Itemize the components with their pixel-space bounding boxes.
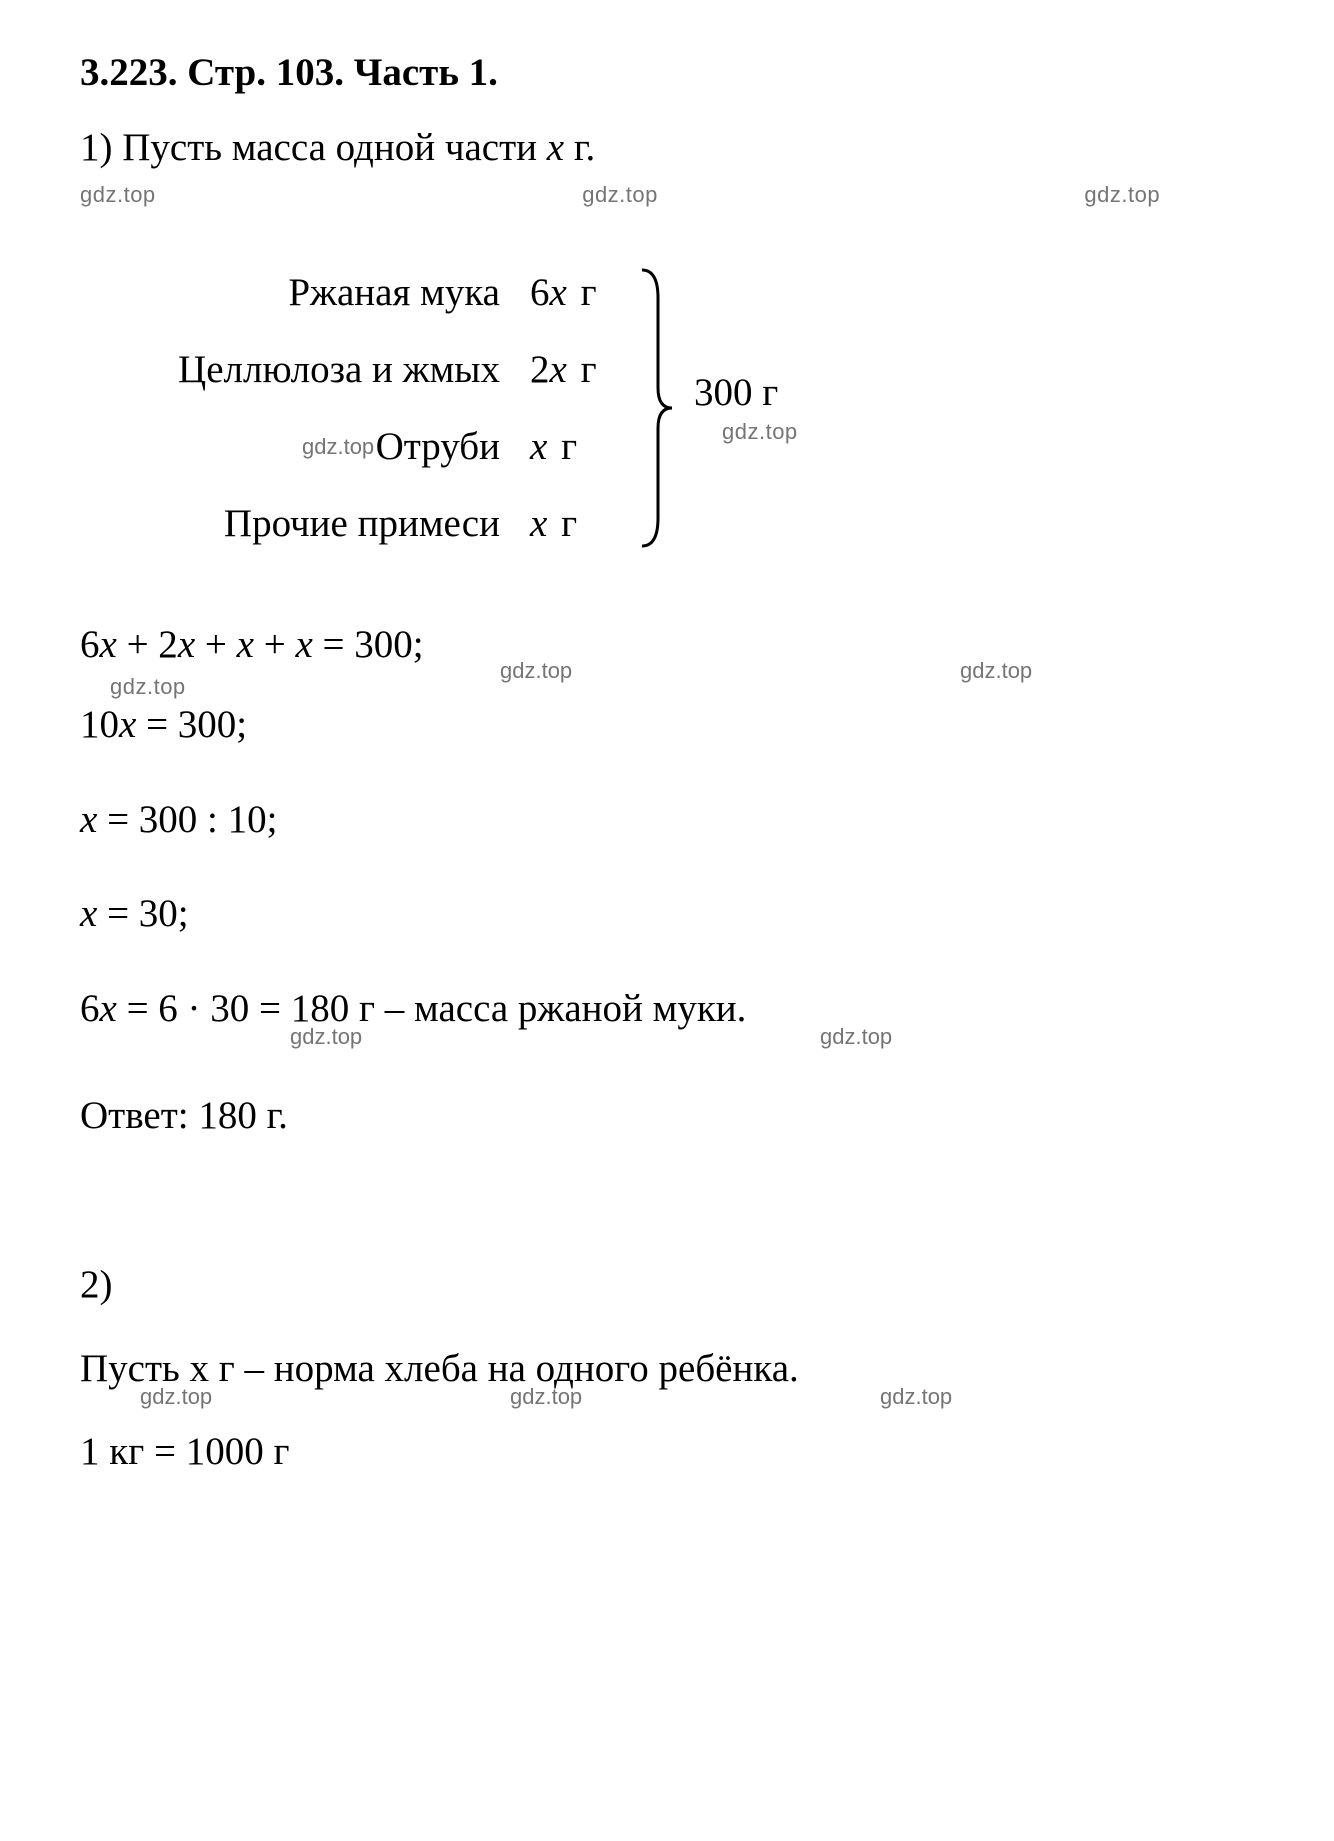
eq-text: = 300 : 10; [97, 798, 277, 841]
watermark: gdz.top [500, 656, 572, 687]
watermark: gdz.top [880, 1382, 952, 1413]
var: x [550, 348, 567, 391]
equation-line-5: 6x = 6 · 30 = 180 г – масса ржаной муки.… [80, 982, 1254, 1037]
row-value: x г [530, 501, 630, 546]
eq-text: 6 [80, 987, 100, 1030]
table-row: Отрубиgdz.top x г [140, 424, 630, 469]
total-value: 300 г [694, 370, 798, 415]
unit: г [571, 348, 597, 391]
intro-text: 1) Пусть масса одной части [80, 126, 547, 169]
eq-text: = 30; [97, 892, 188, 935]
var: x [295, 623, 312, 666]
section-2-text: Пусть х г – норма хлеба на одного ребёнк… [80, 1342, 1254, 1397]
total-block: 300 г gdz.top [694, 370, 798, 445]
watermark: gdz.top [722, 419, 798, 445]
watermark: gdz.top [1084, 182, 1160, 208]
watermark: gdz.top [80, 182, 156, 208]
watermark: gdz.top [110, 674, 186, 699]
section-2: 2) Пусть х г – норма хлеба на одного реб… [80, 1258, 1254, 1480]
eq-text: + [254, 623, 296, 666]
unit: г [551, 425, 577, 468]
answer-line: Ответ: 180 г. [80, 1093, 1254, 1138]
row-label: Отрубиgdz.top [140, 424, 530, 469]
var: x [237, 623, 254, 666]
watermark: gdz.top [820, 1022, 892, 1053]
eq-text: 10 [80, 703, 119, 746]
ingredients-table: Ржаная мука 6x г Целлюлоза и жмых 2x г О… [140, 268, 1254, 548]
eq-text: + 2 [117, 623, 178, 666]
row-value: 6x г [530, 270, 630, 315]
wm-row: gdz.top [80, 674, 1254, 700]
var: x [100, 623, 117, 666]
var: x [550, 271, 567, 314]
var: x [80, 892, 97, 935]
right-bracket-icon [640, 268, 674, 548]
table-row: Ржаная мука 6x г [140, 270, 630, 315]
eq-text: = 300; [136, 703, 247, 746]
eq-text: 6 [80, 623, 100, 666]
equation-line-3: x = 300 : 10; [80, 793, 1254, 848]
row-label: Прочие примеси [140, 501, 530, 546]
watermark: gdz.top [140, 1382, 212, 1413]
var: x [80, 798, 97, 841]
watermark: gdz.top [582, 182, 658, 208]
coef: 6 [530, 271, 550, 314]
watermark: gdz.top [960, 656, 1032, 687]
eq-text: = 300; [313, 623, 424, 666]
exercise-heading: 3.223. Стр. 103. Часть 1. [80, 50, 1254, 95]
row-label: Целлюлоза и жмых [140, 347, 530, 392]
var: x [178, 623, 195, 666]
var: x [530, 502, 547, 545]
unit: г [571, 271, 597, 314]
watermark: gdz.top [510, 1382, 582, 1413]
intro-unit: г. [564, 126, 595, 169]
table-row: Целлюлоза и жмых 2x г [140, 347, 630, 392]
row-label: Ржаная мука [140, 270, 530, 315]
section-2-kg: 1 кг = 1000 г [80, 1425, 1254, 1480]
watermark-row-1: gdz.top gdz.top gdz.top [80, 182, 1160, 208]
eq-text: + [195, 623, 237, 666]
equation-line-1: 6x + 2x + x + x = 300; gdz.top gdz.top [80, 618, 1254, 673]
var: x [530, 425, 547, 468]
var: x [119, 703, 136, 746]
row-value: x г [530, 424, 630, 469]
label-text: Отруби [376, 425, 500, 468]
table-rows: Ржаная мука 6x г Целлюлоза и жмых 2x г О… [140, 270, 630, 546]
eq-text: = 6 · 30 = 180 г – масса ржаной муки. [117, 987, 747, 1030]
intro-var: x [547, 126, 564, 169]
row-value: 2x г [530, 347, 630, 392]
section-2-number: 2) [80, 1258, 1254, 1313]
coef: 2 [530, 348, 550, 391]
var: x [100, 987, 117, 1030]
equation-line-2: 10x = 300; [80, 698, 1254, 753]
table-row: Прочие примеси x г [140, 501, 630, 546]
intro-paragraph: 1) Пусть масса одной части x г. [80, 123, 1254, 174]
equation-line-4: x = 30; [80, 887, 1254, 942]
unit: г [551, 502, 577, 545]
equation-block: 6x + 2x + x + x = 300; gdz.top gdz.top g… [80, 618, 1254, 1037]
watermark: gdz.top [302, 434, 374, 460]
watermark: gdz.top [290, 1022, 362, 1053]
